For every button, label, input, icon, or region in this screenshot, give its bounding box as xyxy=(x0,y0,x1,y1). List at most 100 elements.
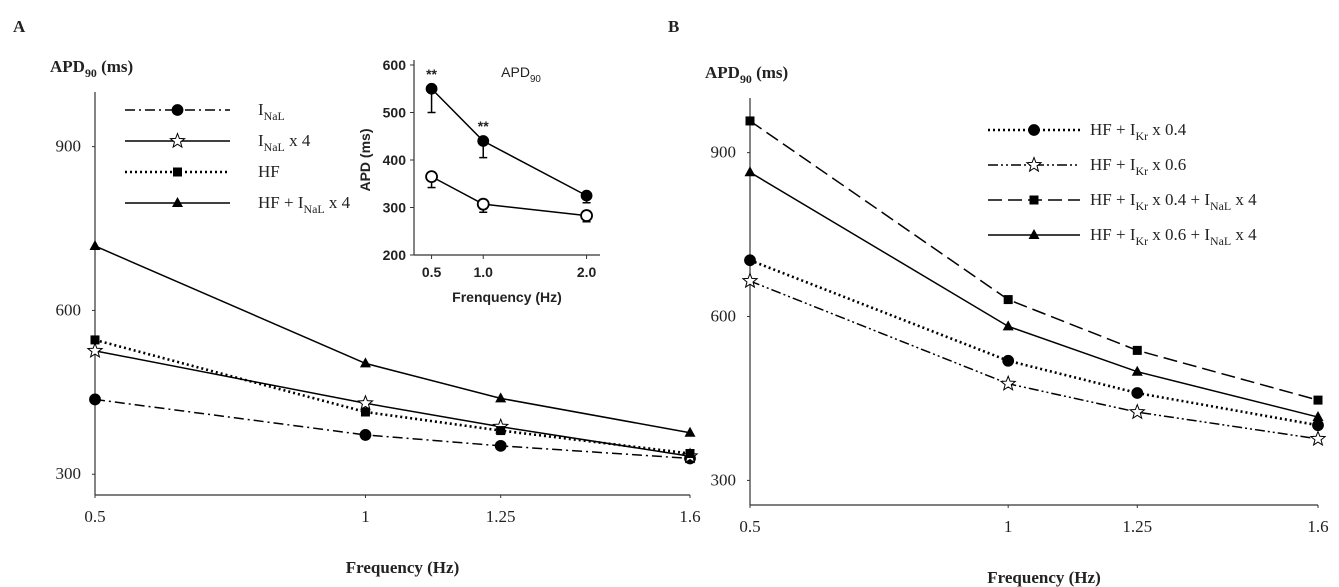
inset-chart: 200 300 400 500 600 0.5 1.0 2.0 APD90 APD (ms) Fre… xyxy=(357,57,600,305)
subscript: 90 xyxy=(85,66,97,80)
series-line xyxy=(749,259,1319,427)
subscript: NaL xyxy=(1210,234,1231,248)
subscript: Kr xyxy=(1135,164,1148,178)
series-line xyxy=(94,398,691,460)
series-line xyxy=(749,171,1319,418)
marker xyxy=(1313,395,1323,405)
text-part: x 4 xyxy=(1231,190,1257,209)
x-tick-label: 1.0 xyxy=(473,264,493,280)
marker xyxy=(477,135,490,147)
marker xyxy=(425,82,438,95)
marker xyxy=(684,426,696,437)
marker xyxy=(744,254,756,267)
text-part: APD xyxy=(50,57,85,76)
marker xyxy=(580,209,593,222)
marker xyxy=(1312,411,1324,422)
marker xyxy=(172,197,183,207)
marker xyxy=(1131,365,1143,376)
subscript: Kr xyxy=(1135,129,1148,143)
panel: 300 600 900 0.5 1 1.25 1.6 B APD90 (ms) Frequency… xyxy=(668,17,1329,587)
subscript: Kr xyxy=(1135,199,1148,213)
text-part: x 0.6 xyxy=(1148,155,1186,174)
marker xyxy=(86,341,104,359)
text-part: x 0.6 + I xyxy=(1148,225,1210,244)
marker xyxy=(1132,345,1142,355)
marker xyxy=(495,392,507,403)
text-part: HF + I xyxy=(1090,155,1136,174)
text-part: (ms) xyxy=(752,63,788,82)
series-line xyxy=(94,338,691,455)
marker xyxy=(90,335,100,345)
marker xyxy=(425,170,438,184)
x-tick-label: 0.5 xyxy=(84,507,105,526)
x-tick-label: 0.5 xyxy=(739,517,760,536)
subscript: 90 xyxy=(530,74,541,85)
text-part: APD xyxy=(705,63,740,82)
legend-label: HF + IKr x 0.6 xyxy=(1090,155,1186,178)
x-axis-label: Frequency (Hz) xyxy=(346,558,459,577)
subscript: NaL xyxy=(264,109,285,123)
y-tick-label: 900 xyxy=(56,137,82,156)
legend-label: HF + INaL x 4 xyxy=(258,193,351,216)
x-tick-label: 1.6 xyxy=(679,507,700,526)
text-part: x 4 xyxy=(1231,225,1257,244)
y-tick-label: 600 xyxy=(56,300,82,319)
chart-title: APD90 xyxy=(501,64,541,85)
y-axis-label: APD (ms) xyxy=(357,128,373,191)
marker xyxy=(1002,354,1015,367)
subscript: NaL xyxy=(303,202,324,216)
y-tick-label: 600 xyxy=(711,307,737,326)
subscript: NaL xyxy=(1210,199,1231,213)
marker xyxy=(1028,229,1040,239)
marker xyxy=(580,189,593,202)
y-tick-label: 400 xyxy=(383,152,407,168)
series-line xyxy=(431,175,587,217)
marker xyxy=(741,272,759,289)
text-part: x 4 xyxy=(285,131,311,150)
legend-label: HF + IKr x 0.6 + INaL x 4 xyxy=(1090,225,1257,248)
text-part: HF + I xyxy=(258,193,304,212)
y-axis-label: APD90 (ms) xyxy=(50,57,133,80)
x-tick-label: 1.6 xyxy=(1307,517,1328,536)
marker xyxy=(89,393,101,406)
marker xyxy=(359,429,372,441)
marker xyxy=(744,166,756,177)
marker xyxy=(169,132,186,149)
text-part: APD xyxy=(501,64,530,80)
text-part: x 0.4 + I xyxy=(1148,190,1210,209)
legend-label: INaL x 4 xyxy=(258,131,311,154)
marker xyxy=(1003,295,1013,305)
subscript: 90 xyxy=(740,72,752,86)
y-axis-label: APD90 (ms) xyxy=(705,63,788,86)
x-axis-label: Frequency (Hz) xyxy=(987,568,1100,587)
text-part: I xyxy=(258,131,264,150)
y-tick-label: 200 xyxy=(383,247,407,263)
y-tick-label: 600 xyxy=(383,57,407,73)
x-tick-label: 1.25 xyxy=(486,507,516,526)
marker xyxy=(496,426,506,436)
marker xyxy=(356,394,374,411)
marker xyxy=(1131,387,1144,399)
y-tick-label: 900 xyxy=(711,143,737,162)
marker xyxy=(685,448,695,458)
marker xyxy=(494,439,507,452)
subscript: NaL xyxy=(264,140,285,154)
x-tick-label: 1.25 xyxy=(1122,517,1152,536)
marker xyxy=(1029,195,1039,205)
annotation: ** xyxy=(478,118,489,134)
annotation: ** xyxy=(426,66,437,82)
text-part: HF + I xyxy=(1090,120,1136,139)
y-tick-label: 300 xyxy=(383,200,407,216)
legend-label: HF + IKr x 0.4 xyxy=(1090,120,1187,143)
subscript: Kr xyxy=(1135,234,1148,248)
series-line xyxy=(431,88,587,197)
y-tick-label: 300 xyxy=(711,470,737,489)
legend-label: HF + IKr x 0.4 + INaL x 4 xyxy=(1090,190,1257,213)
x-tick-label: 2.0 xyxy=(577,264,597,280)
marker xyxy=(1025,156,1043,173)
legend: HF + IKr x 0.4HF + IKr x 0.6HF + IKr x 0… xyxy=(988,120,1257,248)
x-tick-label: 1 xyxy=(1004,517,1013,536)
